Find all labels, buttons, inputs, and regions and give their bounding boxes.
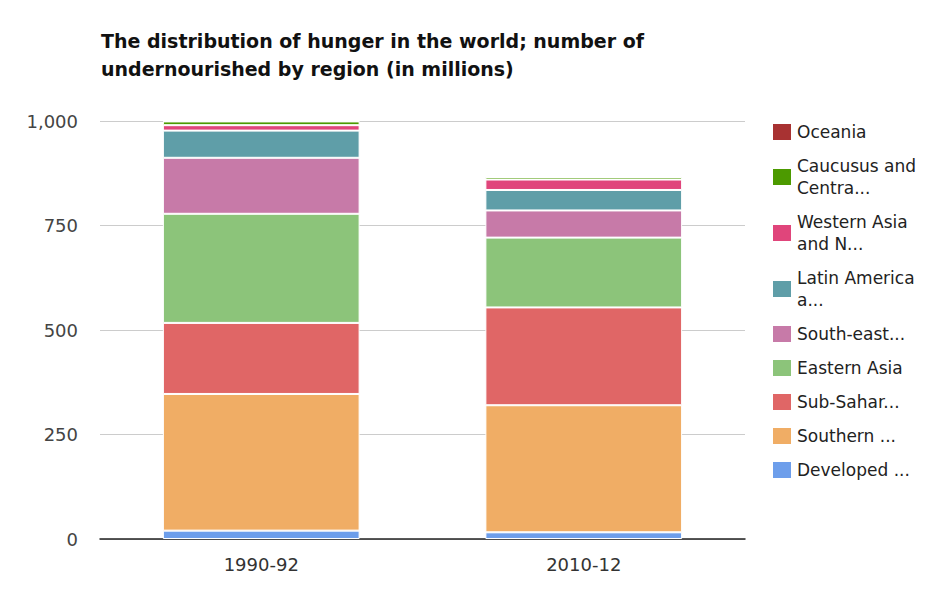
svg-text:South-east...: South-east...: [797, 324, 905, 344]
svg-text:Latin America: Latin America: [797, 268, 920, 288]
svg-text:Southern ...: Southern ...: [797, 426, 896, 446]
svg-text:250: 250: [44, 424, 78, 445]
svg-text:750: 750: [44, 215, 78, 236]
svg-text:Eastern Asia: Eastern Asia: [797, 358, 903, 378]
svg-text:2010-12: 2010-12: [546, 554, 621, 575]
svg-text:1990-92: 1990-92: [224, 554, 299, 575]
svg-text:The distribution of hunger in: The distribution of hunger in the world;…: [101, 30, 645, 52]
svg-text:Sub-Sahar...: Sub-Sahar...: [797, 392, 900, 412]
svg-text:1,000: 1,000: [26, 111, 78, 132]
svg-text:Centra...: Centra...: [797, 178, 870, 198]
svg-text:0: 0: [67, 529, 78, 550]
svg-text:Western Asia: Western Asia: [797, 212, 913, 232]
svg-text:a...: a...: [797, 290, 824, 310]
svg-text:Developed ...: Developed ...: [797, 460, 910, 480]
svg-text:undernourished by region (in m: undernourished by region (in millions): [101, 58, 514, 80]
svg-text:and N...: and N...: [797, 234, 863, 254]
svg-text:Oceania: Oceania: [797, 122, 867, 142]
svg-text:Caucusus and: Caucusus and: [797, 156, 921, 176]
svg-text:500: 500: [44, 320, 78, 341]
